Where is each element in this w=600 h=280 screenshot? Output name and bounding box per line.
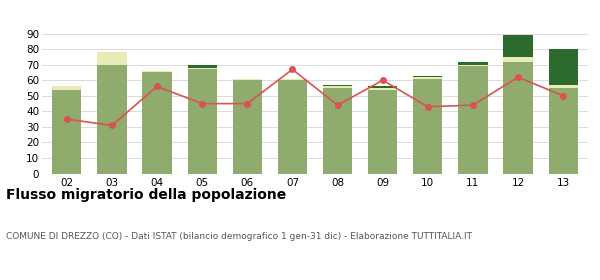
Bar [503,35,533,57]
Bar [413,77,442,79]
Bar [458,65,488,66]
Bar [142,71,172,73]
Bar [458,62,488,65]
Bar [413,79,442,174]
Bar [368,90,397,174]
Bar [548,49,578,85]
Bar [368,87,397,88]
Bar [503,62,533,174]
Bar [233,80,262,174]
Bar [278,80,307,174]
Legend: Iscritti (da altri comuni), Iscritti (dall'estero), Iscritti (altri), Cancellati: Iscritti (da altri comuni), Iscritti (da… [64,0,566,4]
Text: COMUNE DI DREZZO (CO) - Dati ISTAT (bilancio demografico 1 gen-31 dic) - Elabora: COMUNE DI DREZZO (CO) - Dati ISTAT (bila… [6,232,472,241]
Bar [323,87,352,88]
Bar [548,88,578,174]
Bar [188,69,217,174]
Bar [458,66,488,174]
Bar [548,85,578,88]
Bar [323,85,352,87]
Bar [188,65,217,68]
Bar [142,73,172,174]
Bar [368,88,397,90]
Text: Flusso migratorio della popolazione: Flusso migratorio della popolazione [6,188,286,202]
Bar [52,90,82,174]
Bar [52,87,82,90]
Bar [188,68,217,69]
Bar [323,88,352,174]
Bar [97,52,127,65]
Bar [503,57,533,62]
Bar [413,76,442,77]
Bar [97,65,127,174]
Bar [278,79,307,80]
Bar [233,79,262,80]
